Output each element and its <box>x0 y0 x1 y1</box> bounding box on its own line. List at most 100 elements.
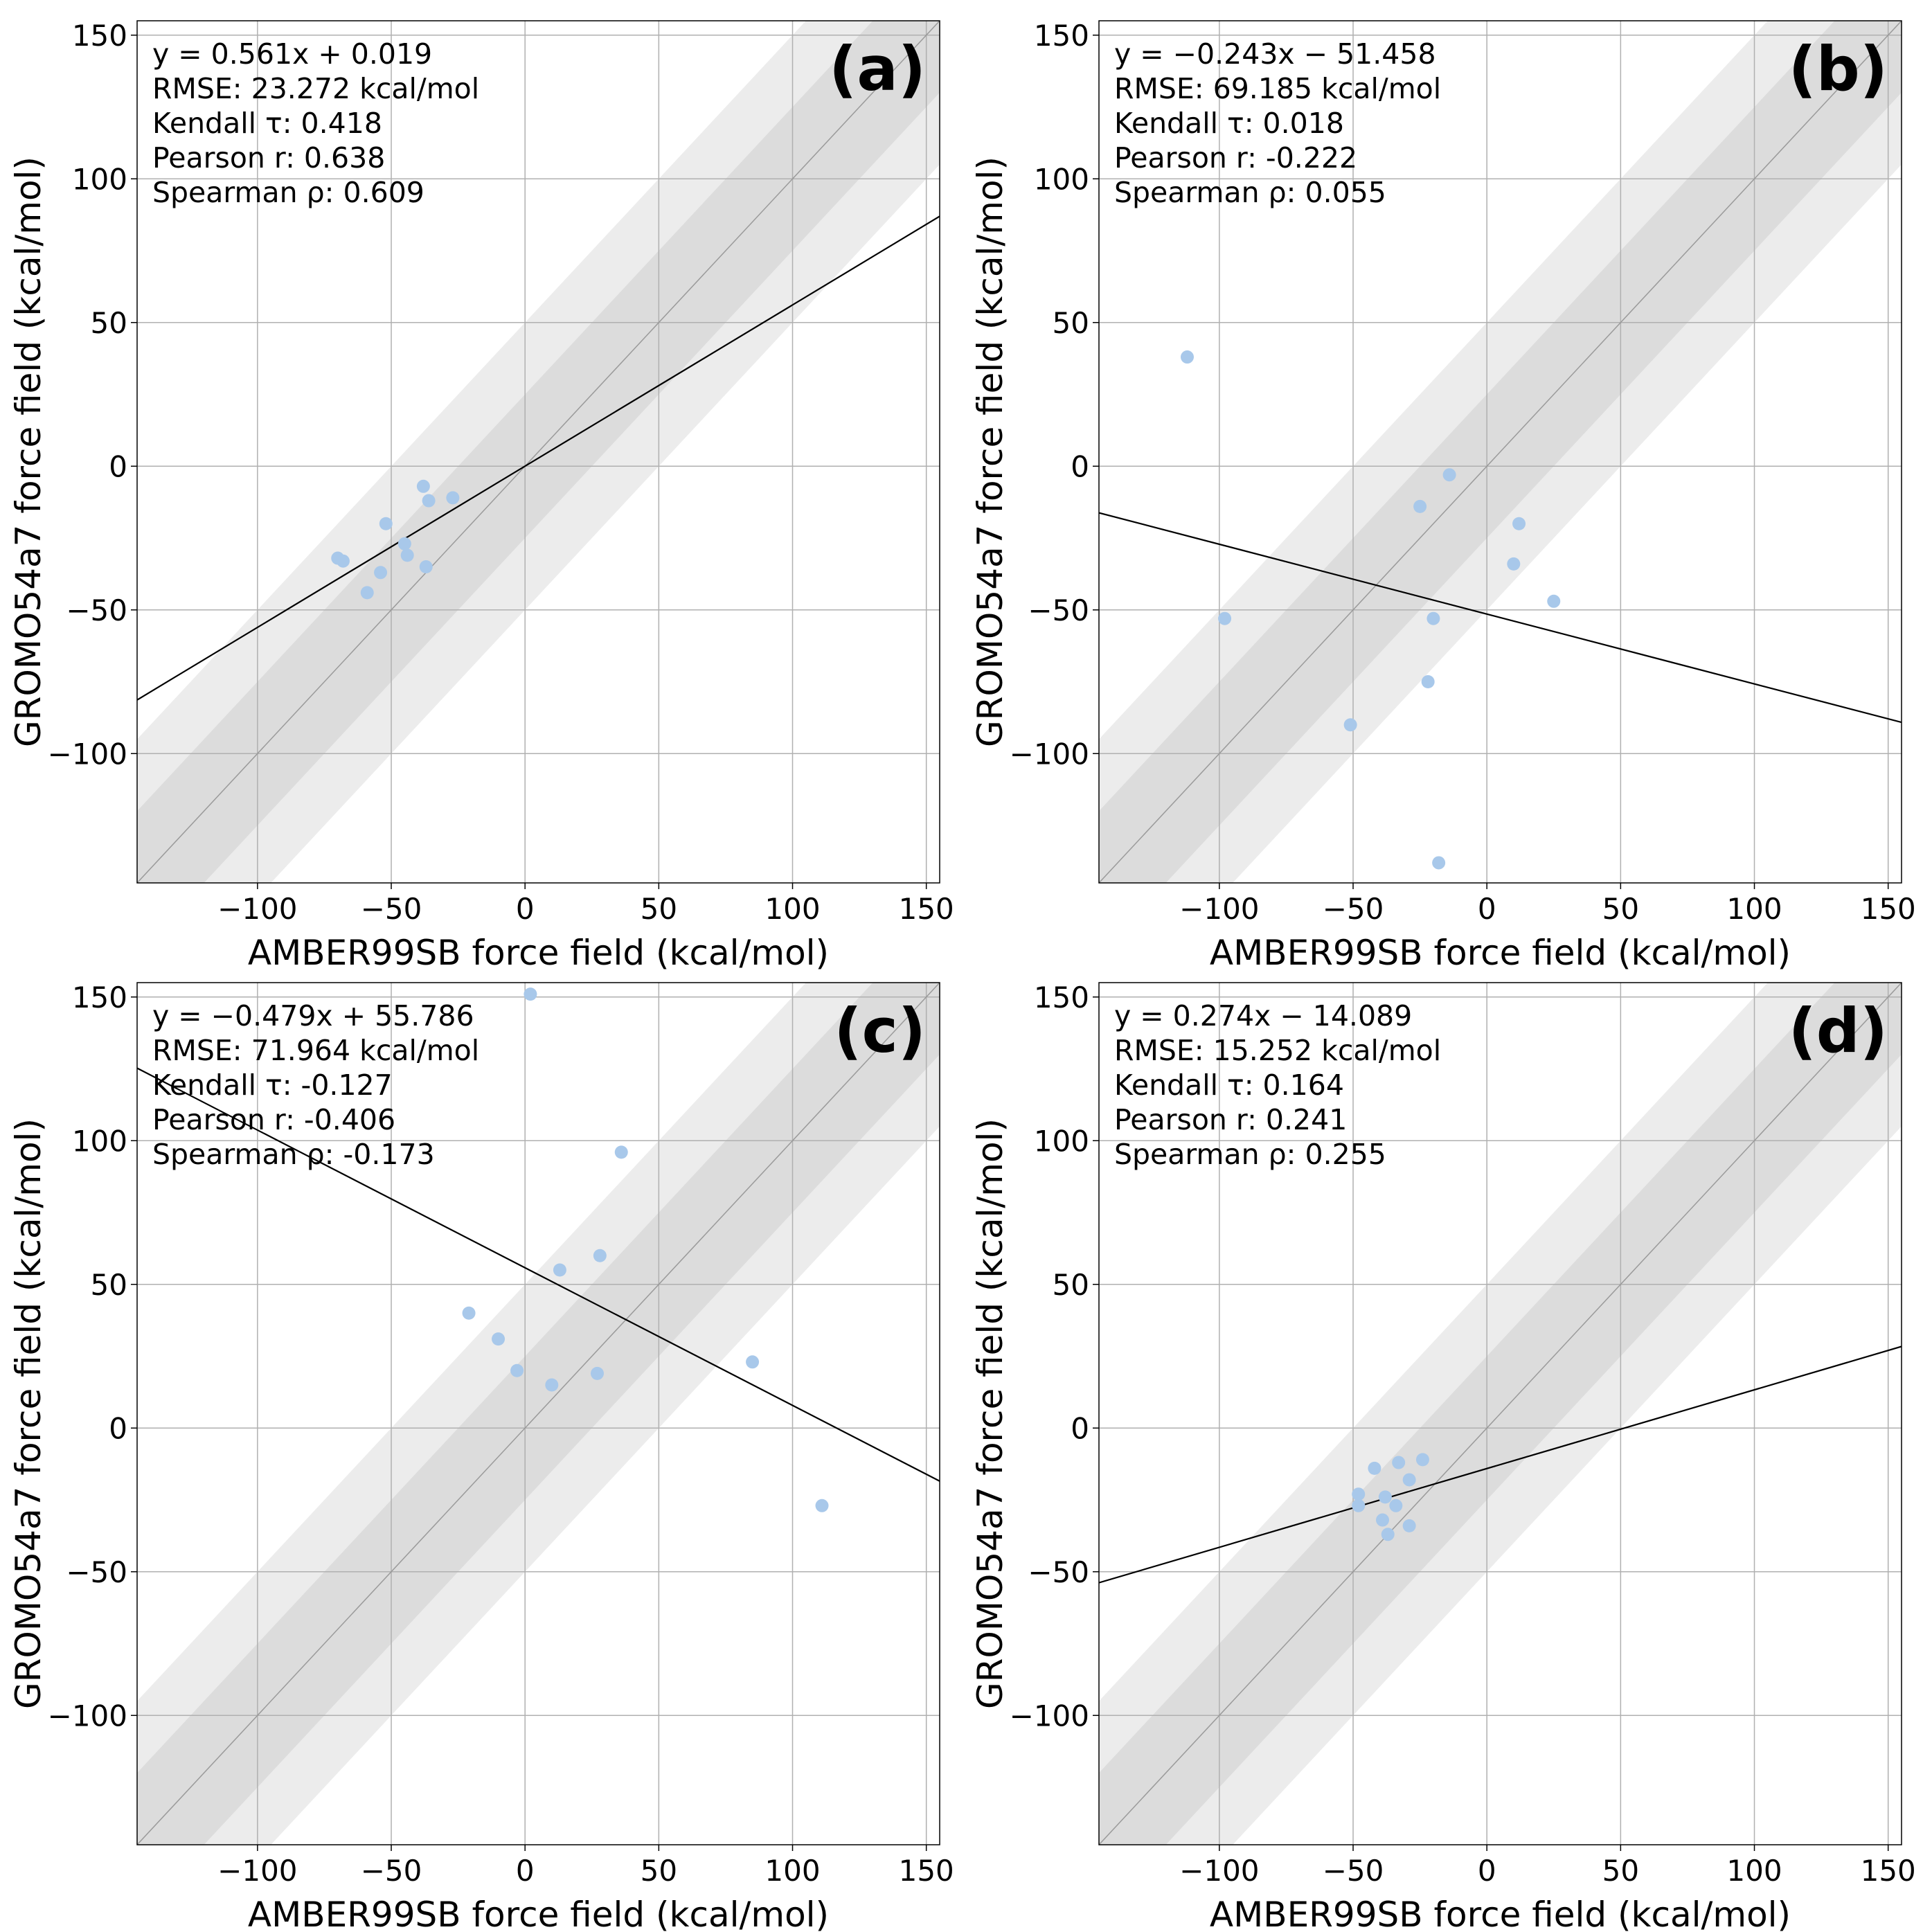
data-point <box>1421 675 1435 688</box>
identity-line <box>137 983 940 1845</box>
rmse-text: RMSE: 23.272 kcal/mol <box>152 72 479 105</box>
x-axis-label: AMBER99SB force field (kcal/mol) <box>1210 1895 1791 1932</box>
x-tick-label: 150 <box>899 1854 954 1888</box>
data-point <box>510 1363 524 1377</box>
x-tick-label: 50 <box>1602 892 1639 926</box>
panel-c: −100 −50 0 50 100 150 −100 −50 0 50 100 … <box>8 981 954 1932</box>
x-tick-label: −100 <box>1179 1854 1259 1888</box>
data-point <box>1352 1487 1366 1501</box>
panel-tag: (c) <box>834 995 926 1066</box>
fit-line <box>1099 1345 1902 1584</box>
x-tick-label: 100 <box>1726 1854 1782 1888</box>
y-axis-label: GROMO54a7 force field (kcal/mol) <box>970 156 1010 747</box>
x-tick-label: 150 <box>1861 892 1916 926</box>
panel-tag: (b) <box>1789 33 1888 105</box>
y-tick-label: 150 <box>72 19 127 53</box>
x-tick-label: −100 <box>217 892 297 926</box>
data-point <box>379 517 393 530</box>
plot-frame <box>136 982 940 1845</box>
x-tick-label: 100 <box>764 892 820 926</box>
rmse-text: RMSE: 71.964 kcal/mol <box>152 1034 479 1067</box>
panel-a: −100 −50 0 50 100 150 −100 −50 0 50 100 … <box>8 19 954 973</box>
y-tick-label: −50 <box>1028 593 1089 627</box>
data-point <box>1352 1499 1366 1512</box>
spearman-text: Spearman ρ: 0.055 <box>1114 176 1386 209</box>
y-tick-label: 150 <box>1034 19 1089 53</box>
data-point <box>1426 611 1440 625</box>
data-point <box>1376 1513 1390 1527</box>
y-tick-label: 150 <box>1034 981 1089 1014</box>
x-tick-label: −50 <box>361 1854 422 1888</box>
x-tick-label: −50 <box>1323 892 1384 926</box>
y-tick-label: 0 <box>1071 1411 1089 1445</box>
panel-tag: (a) <box>829 33 926 105</box>
y-tick-label: −50 <box>66 593 127 627</box>
panel-d: −100 −50 0 50 100 150 −100 −50 0 50 100 … <box>970 981 1916 1932</box>
panel-tag: (d) <box>1789 995 1888 1066</box>
data-point <box>1381 1528 1395 1541</box>
data-point <box>1378 1490 1392 1504</box>
data-point <box>614 1145 628 1159</box>
data-point <box>374 566 388 580</box>
plot-area <box>137 21 940 883</box>
data-point <box>590 1366 604 1380</box>
x-tick-label: −100 <box>217 1854 297 1888</box>
x-axis-label: AMBER99SB force field (kcal/mol) <box>248 1895 829 1932</box>
data-point <box>1368 1461 1381 1475</box>
data-point <box>1402 1519 1416 1532</box>
data-point <box>1389 1499 1403 1512</box>
x-tick-label: 0 <box>1478 892 1496 926</box>
data-point <box>1413 499 1427 513</box>
y-tick-label: 0 <box>109 1411 127 1445</box>
kendall-text: Kendall τ: -0.127 <box>152 1068 393 1102</box>
x-tick-label: −50 <box>1323 1854 1384 1888</box>
data-point <box>524 987 537 1001</box>
y-tick-label: 0 <box>1071 449 1089 483</box>
x-tick-label: 150 <box>1861 1854 1916 1888</box>
y-tick-label: −100 <box>48 737 127 771</box>
fit-line <box>137 1067 940 1482</box>
data-point <box>1547 594 1561 608</box>
plot-area <box>137 983 940 1845</box>
y-tick-label: 50 <box>1053 306 1089 340</box>
fit-equation: y = −0.479x + 55.786 <box>152 999 474 1032</box>
y-tick-label: 0 <box>109 449 127 483</box>
spearman-text: Spearman ρ: -0.173 <box>152 1138 435 1171</box>
data-point <box>1402 1473 1416 1487</box>
fit-equation: y = −0.243x − 51.458 <box>1114 37 1436 71</box>
y-tick-label: 100 <box>72 162 127 196</box>
data-point <box>1343 718 1357 732</box>
data-point <box>815 1499 829 1512</box>
x-tick-label: 100 <box>1726 892 1782 926</box>
x-tick-label: 50 <box>1602 1854 1639 1888</box>
data-point <box>1180 350 1194 364</box>
data-point <box>1392 1456 1406 1469</box>
y-tick-label: 100 <box>1034 162 1089 196</box>
panel-b: −100 −50 0 50 100 150 −100 −50 0 50 100 … <box>970 19 1916 973</box>
x-tick-label: −50 <box>361 892 422 926</box>
y-tick-label: −100 <box>48 1699 127 1733</box>
y-tick-label: 50 <box>1053 1268 1089 1302</box>
x-tick-label: 0 <box>1478 1854 1496 1888</box>
data-point <box>416 479 430 493</box>
data-point <box>492 1332 506 1346</box>
y-axis-label: GROMO54a7 force field (kcal/mol) <box>8 1118 48 1709</box>
y-tick-label: −100 <box>1010 737 1089 771</box>
kendall-text: Kendall τ: 0.418 <box>152 107 382 140</box>
y-tick-label: 50 <box>91 306 127 340</box>
data-point <box>545 1378 559 1392</box>
plot-area <box>1099 21 1902 883</box>
y-tick-label: 100 <box>72 1124 127 1158</box>
data-point <box>462 1306 476 1320</box>
y-tick-label: 100 <box>1034 1124 1089 1158</box>
x-tick-label: 0 <box>516 1854 535 1888</box>
pearson-text: Pearson r: 0.241 <box>1114 1103 1347 1136</box>
data-point <box>1512 517 1526 530</box>
pearson-text: Pearson r: 0.638 <box>152 141 385 175</box>
data-point <box>1415 1453 1429 1467</box>
x-tick-label: 50 <box>641 892 677 926</box>
plot-frame <box>1098 20 1902 884</box>
data-point <box>1442 468 1456 482</box>
identity-line <box>1099 21 1902 883</box>
plot-area <box>1099 983 1902 1845</box>
